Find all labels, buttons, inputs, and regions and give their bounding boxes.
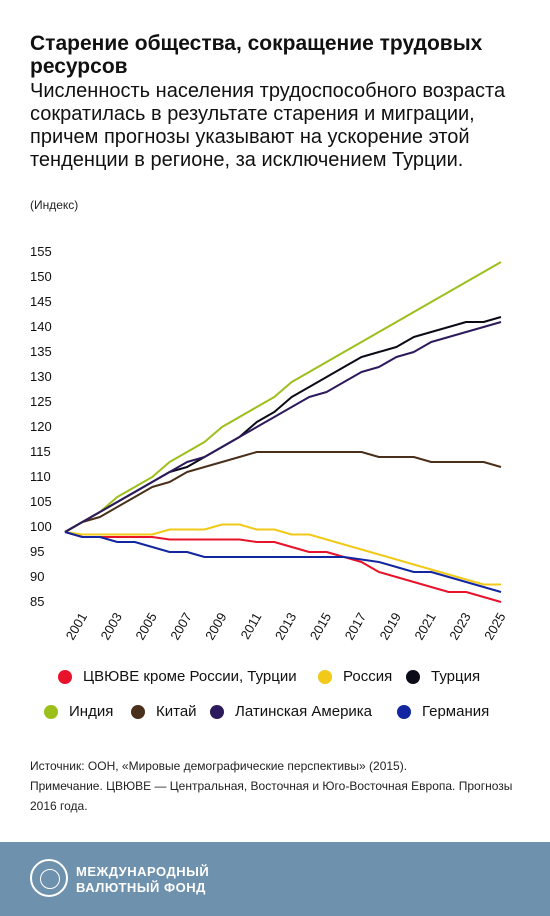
y-tick-label: 125 xyxy=(30,394,52,409)
legend-swatch-russia xyxy=(318,669,332,684)
legend-label-latam: Латинская Америка xyxy=(235,703,373,720)
series-line-0 xyxy=(64,531,502,603)
line-chart: 155 150 145 140 135 130 125 120 115 110 105 100 95 90… xyxy=(30,244,509,643)
y-tick-label: 95 xyxy=(30,544,44,559)
legend-swatch-india xyxy=(44,704,58,719)
x-tick-label: 2025 xyxy=(481,610,508,643)
series-line-1 xyxy=(64,523,501,586)
legend-label-india: Индия xyxy=(69,703,114,720)
x-tick-label: 2019 xyxy=(377,610,404,643)
legend-label-turkey: Турция xyxy=(431,668,481,685)
legend-item-latam: Латинская Америка xyxy=(210,703,372,720)
series-line-6 xyxy=(64,531,502,593)
series-line-4 xyxy=(64,451,502,533)
legend-item-russia: Россия xyxy=(318,668,392,685)
y-tick-label: 110 xyxy=(30,469,51,484)
x-axis: 2001 2003 2005 2007 2009 2011 2013 2015 2017 2019… xyxy=(63,610,509,643)
legend-label-cesee: ЦВЮВЕ кроме России, Турции xyxy=(83,668,297,685)
legend-swatch-turkey xyxy=(406,669,420,684)
unit-label: (Индекс) xyxy=(30,198,79,212)
legend-row-1: ЦВЮВЕ кроме России, Турции Россия Турция xyxy=(0,668,550,692)
x-tick-label: 2009 xyxy=(202,610,229,643)
legend-row-2: Индия Китай Латинская Америка Германия xyxy=(0,703,550,727)
y-tick-label: 90 xyxy=(30,569,44,584)
series-line-5 xyxy=(64,321,502,533)
note-text: Примечание. ЦВЮВЕ — Центральная, Восточн… xyxy=(30,779,513,813)
legend-label-germany: Германия xyxy=(422,703,490,720)
source-text: Источник: ООН, «Мировые демографические … xyxy=(30,759,408,773)
x-tick-label: 2007 xyxy=(167,610,194,643)
legend-item-cesee: ЦВЮВЕ кроме России, Турции xyxy=(58,668,297,685)
y-tick-label: 120 xyxy=(30,419,52,434)
legend-label-russia: Россия xyxy=(343,668,393,685)
y-tick-label: 155 xyxy=(30,244,52,259)
legend-item-turkey: Турция xyxy=(406,668,480,685)
legend-swatch-latam xyxy=(210,704,224,719)
x-tick-label: 2013 xyxy=(272,610,299,643)
x-tick-label: 2005 xyxy=(132,610,159,643)
chart-title: Старение общества, сокращение трудовых р… xyxy=(30,32,483,78)
y-tick-label: 115 xyxy=(30,444,51,459)
x-tick-label: 2015 xyxy=(307,610,334,643)
y-tick-label: 150 xyxy=(30,269,52,284)
legend-swatch-germany xyxy=(397,704,411,719)
y-tick-label: 140 xyxy=(30,319,52,334)
legend-item-india: Индия xyxy=(44,703,113,720)
series-lines xyxy=(64,261,502,603)
legend-item-germany: Германия xyxy=(397,703,489,720)
x-tick-label: 2011 xyxy=(237,610,264,642)
y-tick-label: 85 xyxy=(30,594,44,609)
y-tick-label: 100 xyxy=(30,519,52,534)
x-tick-label: 2021 xyxy=(411,610,438,643)
legend-swatch-china xyxy=(131,704,145,719)
x-tick-label: 2017 xyxy=(342,610,369,643)
footer-bar: МЕЖДУНАРОДНЫЙ ВАЛЮТНЫЙ ФОНД xyxy=(0,842,550,916)
logo-line-2: ВАЛЮТНЫЙ ФОНД xyxy=(76,880,206,895)
y-tick-label: 130 xyxy=(30,369,52,384)
logo-line-1: МЕЖДУНАРОДНЫЙ xyxy=(76,864,210,879)
y-tick-label: 105 xyxy=(30,494,52,509)
legend-swatch-cesee xyxy=(58,669,72,684)
x-tick-label: 2023 xyxy=(446,610,473,643)
x-tick-label: 2003 xyxy=(97,610,124,643)
imf-logo-text: МЕЖДУНАРОДНЫЙ ВАЛЮТНЫЙ ФОНД xyxy=(76,864,209,896)
y-axis: 155 150 145 140 135 130 125 120 115 110 105 100 95 90… xyxy=(30,244,52,609)
y-tick-label: 135 xyxy=(30,344,52,359)
y-tick-label: 145 xyxy=(30,294,52,309)
source-notes: Источник: ООН, «Мировые демографические … xyxy=(30,756,530,816)
legend-label-china: Китай xyxy=(156,703,197,720)
chart-subtitle: Численность населения трудоспособного во… xyxy=(30,80,506,171)
x-tick-label: 2001 xyxy=(63,610,90,643)
legend-item-china: Китай xyxy=(131,703,197,720)
imf-seal-icon xyxy=(30,859,68,897)
series-line-3 xyxy=(64,261,502,533)
